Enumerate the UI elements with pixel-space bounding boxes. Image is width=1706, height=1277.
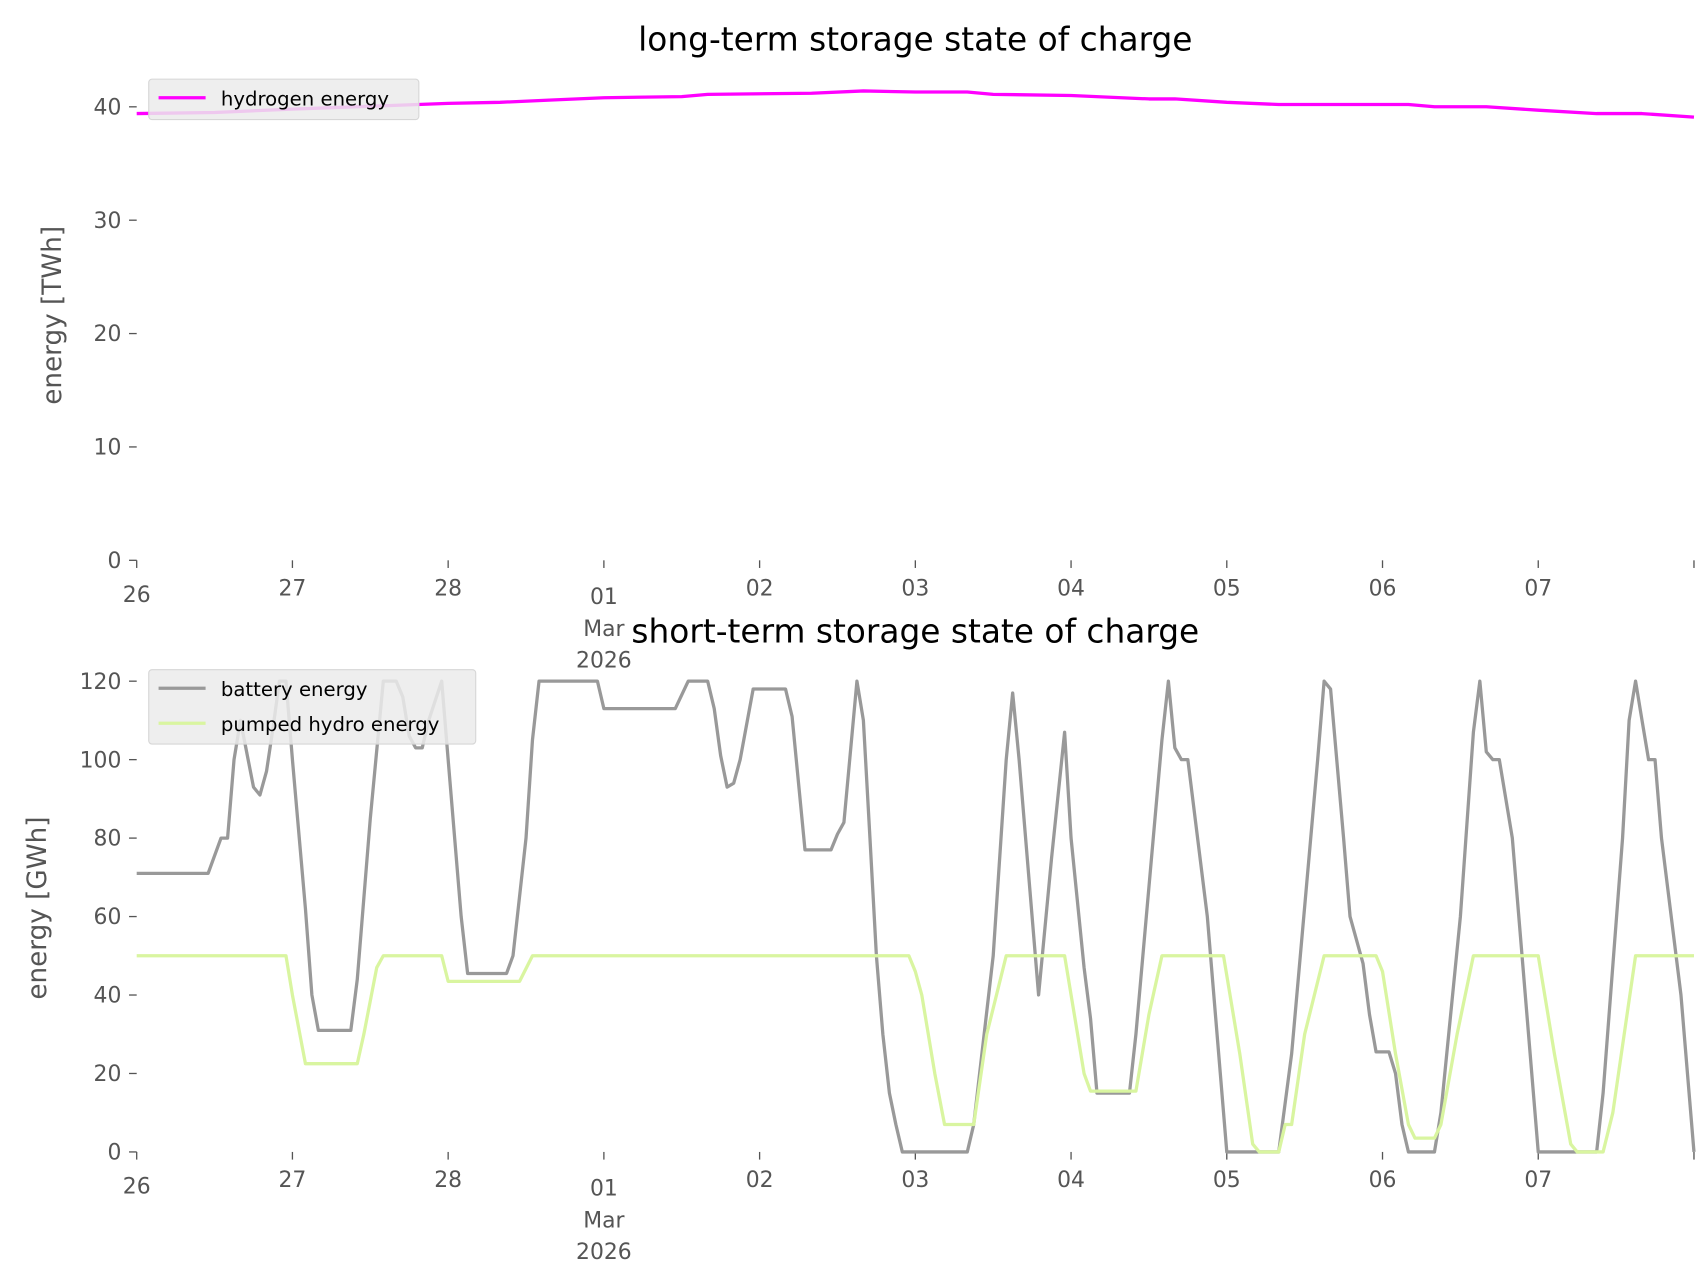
- y-tick-label: 20: [94, 1062, 122, 1087]
- legend: hydrogen energy: [148, 78, 420, 121]
- x-tick-label: 28: [434, 1168, 462, 1193]
- y-tick-label: 80: [94, 827, 122, 852]
- y-tick-label: 40: [94, 95, 122, 120]
- y-axis-label: energy [GWh]: [23, 817, 53, 1000]
- x-tick-label: 27: [279, 1168, 307, 1193]
- series-lines: [136, 89, 1695, 119]
- x-tick-label: 06: [1369, 1168, 1397, 1193]
- x-tick-label: 07: [1524, 576, 1552, 601]
- y-tick-label: 30: [94, 209, 122, 234]
- short-term-storage-axes: short-term storage state of charge energ…: [23, 612, 1696, 1265]
- y-ticks: 0 20 40 60 80 100 120: [80, 670, 137, 1166]
- x-tick-label: 02: [746, 1168, 774, 1193]
- legend-label-hydrogen: hydrogen energy: [221, 87, 390, 110]
- x-tick-label: 05: [1213, 576, 1241, 601]
- x-tick-label: 06: [1369, 576, 1397, 601]
- y-tick-label: 20: [94, 322, 122, 347]
- x-tick-label: 28: [434, 576, 462, 601]
- x-ticks: 26 27 28 01 Mar 2026 02 03 04 05 06 07: [123, 560, 1695, 673]
- x-tick-label: 26: [123, 1174, 151, 1199]
- y-tick-label: 60: [94, 905, 122, 930]
- x-tick-label: Mar: [583, 617, 624, 642]
- legend-label-battery: battery energy: [221, 678, 368, 701]
- legend: battery energy pumped hydro energy: [148, 669, 477, 745]
- series-line-battery-energy: [136, 679, 1696, 1154]
- y-tick-label: 120: [80, 670, 122, 695]
- x-tick-label: 03: [901, 1168, 929, 1193]
- y-ticks: 0 10 20 30 40: [94, 95, 137, 574]
- y-tick-label: 0: [107, 549, 121, 574]
- x-tick-label: 07: [1524, 1168, 1552, 1193]
- x-tick-label: 2026: [576, 1240, 632, 1265]
- y-tick-label: 100: [80, 748, 122, 773]
- x-tick-label: 01: [590, 1177, 618, 1202]
- x-tick-label: 26: [123, 583, 151, 608]
- series-line-pumped-hydro-energy: [136, 954, 1694, 1154]
- long-term-storage-axes: long-term storage state of charge energy…: [38, 21, 1695, 673]
- x-tick-label: 04: [1057, 576, 1085, 601]
- chart-title: short-term storage state of charge: [631, 612, 1199, 650]
- y-tick-label: 0: [107, 1141, 121, 1166]
- x-tick-label: 03: [901, 576, 929, 601]
- chart-title: long-term storage state of charge: [638, 21, 1192, 59]
- x-tick-label: 05: [1213, 1168, 1241, 1193]
- x-tick-label: Mar: [583, 1208, 624, 1233]
- x-tick-label: 04: [1057, 1168, 1085, 1193]
- x-ticks: 26 27 28 01 Mar 2026 02 03 04 05 06 07: [123, 1151, 1695, 1265]
- y-tick-label: 40: [94, 984, 122, 1009]
- series-line-hydrogen-energy: [136, 89, 1695, 119]
- legend-box: [148, 669, 477, 745]
- x-tick-label: 2026: [576, 648, 632, 673]
- y-axis-label: energy [TWh]: [38, 226, 68, 405]
- legend-label-pumped-hydro: pumped hydro energy: [221, 713, 440, 736]
- legend-box: [148, 78, 420, 121]
- x-tick-label: 01: [590, 585, 618, 610]
- y-tick-label: 10: [94, 436, 122, 461]
- x-tick-label: 02: [746, 576, 774, 601]
- series-lines: [136, 679, 1696, 1154]
- x-tick-label: 27: [279, 576, 307, 601]
